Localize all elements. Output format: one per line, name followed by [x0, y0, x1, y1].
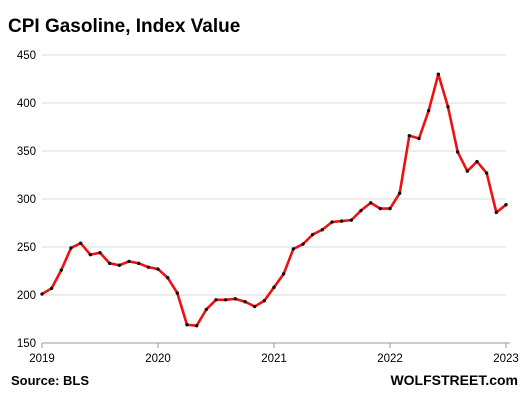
data-point: [446, 105, 450, 109]
data-point: [156, 267, 160, 271]
data-point: [165, 276, 170, 280]
data-point: [233, 297, 238, 301]
data-point: [426, 108, 431, 113]
data-point: [475, 159, 479, 164]
data-point: [301, 242, 305, 246]
data-point: [388, 206, 392, 211]
data-point: [368, 201, 373, 205]
data-point: [484, 171, 489, 175]
data-point: [98, 251, 102, 255]
x-tick-label: 2021: [261, 353, 287, 365]
data-point: [204, 307, 209, 312]
data-point: [78, 241, 83, 245]
data-point: [223, 298, 228, 302]
data-point: [117, 263, 122, 267]
data-point: [417, 136, 421, 141]
data-point: [49, 286, 54, 290]
data-point: [127, 259, 131, 264]
data-point: [69, 246, 73, 250]
y-tick-label: 150: [17, 338, 36, 350]
y-tick-label: 450: [17, 50, 36, 62]
data-point: [136, 261, 141, 266]
data-point: [281, 272, 286, 276]
data-point: [310, 232, 315, 237]
data-point: [349, 218, 354, 222]
data-point: [252, 304, 257, 309]
data-point: [243, 300, 247, 304]
data-point: [378, 206, 383, 211]
data-point: [494, 210, 499, 215]
data-point: [88, 252, 93, 257]
data-point: [359, 208, 363, 213]
data-point: [40, 292, 44, 296]
y-tick-label: 250: [17, 242, 36, 254]
data-point: [272, 285, 276, 290]
data-point: [330, 220, 334, 224]
x-tick-label: 2019: [29, 353, 55, 365]
data-point: [455, 150, 460, 154]
y-tick-label: 400: [17, 98, 36, 110]
x-axis: [41, 342, 510, 348]
data-point: [504, 203, 508, 207]
x-tick-labels: 2019 2020 2021 2022 2023: [29, 353, 519, 365]
x-tick-label: 2023: [493, 353, 519, 365]
y-tick-label: 200: [17, 290, 36, 302]
data-point: [262, 299, 267, 303]
data-points: [40, 72, 508, 328]
x-tick-label: 2020: [145, 353, 171, 365]
data-point: [291, 247, 296, 251]
source-label: Source: BLS: [11, 373, 90, 388]
y-tick-labels: 150 200 250 300 350 400 450: [17, 50, 36, 350]
brand-watermark: WOLFSTREET.com: [390, 372, 518, 388]
y-tick-label: 350: [17, 146, 36, 158]
data-point: [397, 191, 402, 195]
data-point: [194, 324, 199, 328]
data-point: [214, 298, 218, 302]
y-tick-label: 300: [17, 194, 36, 206]
data-point: [436, 72, 441, 76]
data-point: [320, 228, 325, 232]
data-point: [59, 268, 64, 272]
data-point: [185, 323, 189, 327]
chart-title: CPI Gasoline, Index Value: [8, 16, 241, 37]
data-point: [146, 265, 151, 269]
data-point: [339, 219, 344, 223]
x-tick-label: 2022: [377, 353, 403, 365]
grid-lines: [42, 54, 506, 296]
data-point: [465, 169, 470, 173]
data-point: [107, 261, 112, 266]
data-point: [407, 133, 412, 138]
data-point: [175, 291, 180, 295]
